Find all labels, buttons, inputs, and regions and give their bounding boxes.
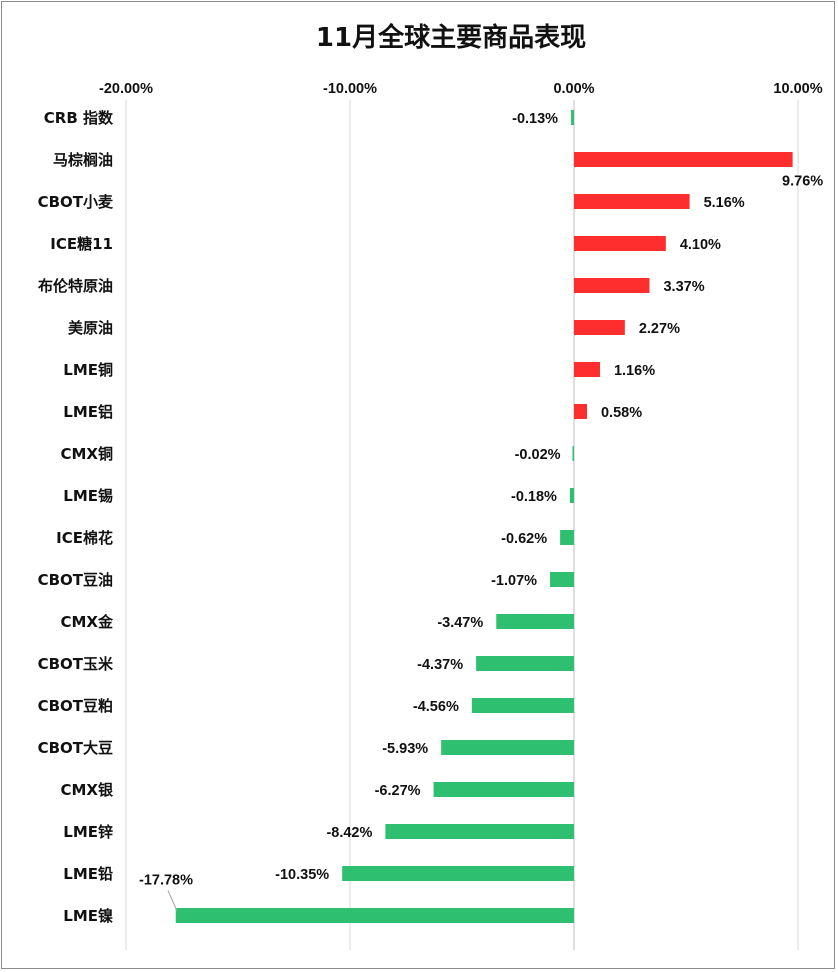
bar [550, 572, 574, 587]
data-label: -0.62% [501, 531, 547, 547]
data-label: -3.47% [437, 615, 483, 631]
bar [574, 320, 625, 335]
category-label: 美原油 [68, 319, 113, 337]
bar [571, 110, 574, 125]
x-tick-label: 10.00% [773, 81, 822, 97]
category-label: 布伦特原油 [38, 277, 113, 295]
category-label: LME铜 [63, 361, 113, 379]
bar [574, 404, 587, 419]
data-label: -8.42% [326, 825, 372, 841]
category-label: CBOT大豆 [38, 739, 113, 757]
data-label: -5.93% [382, 741, 428, 757]
bar [560, 530, 574, 545]
leader-line [167, 890, 178, 911]
x-tick-label: 0.00% [553, 81, 594, 97]
data-label: 5.16% [704, 195, 745, 211]
category-label: LME锡 [63, 487, 113, 505]
bar [496, 614, 574, 629]
bar [574, 194, 690, 209]
bar [574, 236, 666, 251]
bar [574, 278, 650, 293]
data-label: 4.10% [680, 237, 721, 253]
grid-lines [125, 100, 799, 950]
category-label: CBOT玉米 [38, 655, 114, 673]
category-label: ICE棉花 [56, 529, 113, 547]
category-label: CBOT豆粕 [38, 697, 113, 715]
data-label: -4.56% [413, 699, 459, 715]
category-label: CMX金 [60, 613, 114, 631]
bar [441, 740, 574, 755]
bar [574, 362, 600, 377]
data-label: -0.13% [512, 111, 558, 127]
data-label: -6.27% [375, 783, 421, 799]
bar [433, 782, 574, 797]
category-label: 马棕榈油 [53, 151, 113, 169]
data-label: 3.37% [663, 279, 704, 295]
category-label: CBOT小麦 [38, 193, 114, 211]
data-label: 1.16% [614, 363, 655, 379]
data-label: -1.07% [491, 573, 537, 589]
data-label: 2.27% [639, 321, 680, 337]
category-label: LME铅 [63, 865, 113, 883]
bar [574, 152, 793, 167]
data-label: -0.18% [511, 489, 557, 505]
x-tick-label: -10.00% [323, 81, 377, 97]
x-axis-ticks: -20.00% -10.00% 0.00% 10.00% [99, 81, 823, 97]
category-label: CMX银 [60, 781, 114, 799]
bar [342, 866, 574, 881]
category-label: CBOT豆油 [38, 571, 113, 589]
data-label: -17.78% [139, 873, 193, 889]
bar [476, 656, 574, 671]
data-labels: -0.13% 9.76% 5.16% 4.10% 3.37% 2.27% 1.16% 0.58… [139, 111, 823, 911]
category-label: CMX铜 [60, 445, 113, 463]
bar [175, 908, 574, 923]
bar [572, 446, 574, 461]
data-label: -10.35% [275, 867, 329, 883]
bars [175, 110, 793, 923]
category-label: CRB 指数 [44, 109, 114, 127]
category-label: ICE糖11 [50, 235, 113, 253]
data-label: -0.02% [515, 447, 561, 463]
data-label: -4.37% [417, 657, 463, 673]
bar [471, 698, 574, 713]
bar [569, 488, 574, 503]
chart-title: 11月全球主要商品表现 [316, 22, 586, 53]
bar [385, 824, 574, 839]
category-label: LME锌 [63, 823, 113, 841]
category-label: LME镍 [63, 907, 113, 925]
data-label: 0.58% [601, 405, 642, 421]
category-label: LME铝 [63, 403, 113, 421]
data-label: 9.76% [782, 174, 823, 190]
x-tick-label: -20.00% [99, 81, 153, 97]
